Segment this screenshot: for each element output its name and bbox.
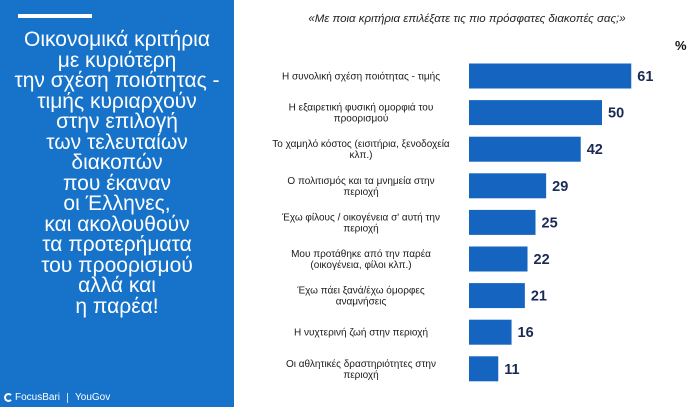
value-label-2: 50 bbox=[608, 106, 624, 122]
bar-1 bbox=[469, 63, 632, 89]
value-label-3: 42 bbox=[587, 142, 603, 158]
bar-5 bbox=[469, 209, 536, 235]
logo-divider bbox=[67, 392, 69, 403]
focusbari-logo-text: FocusBari bbox=[15, 392, 61, 403]
yougov-logo-text: YouGov bbox=[75, 392, 111, 403]
bar-7 bbox=[469, 283, 525, 309]
category-label-1: Η συνολική σχέση ποιότητας - τιμής bbox=[282, 71, 440, 83]
value-label-8: 16 bbox=[518, 325, 534, 341]
category-label-3: Το χαμηλό κόστος (εισιτήρια, ξενοδοχεία κ… bbox=[272, 138, 450, 161]
category-label-5: Έχω φίλους / οικογένεια σ' αυτή την περιο… bbox=[281, 211, 440, 234]
value-label-7: 21 bbox=[531, 289, 547, 305]
value-label-9: 11 bbox=[504, 362, 519, 378]
category-label-6: Μου προτάθηκε από την παρέα (οικογένεια, … bbox=[291, 248, 431, 271]
value-label-1: 61 bbox=[637, 69, 653, 85]
category-label-2: Η εξαιρετική φυσική ομορφιά του προορισμο… bbox=[289, 102, 434, 125]
accent-bar bbox=[18, 14, 92, 18]
value-label-5: 25 bbox=[542, 215, 558, 231]
bar-6 bbox=[469, 246, 528, 272]
category-label-4: Ο πολιτισμός και τα μνημεία στην περιοχή bbox=[287, 175, 434, 198]
chart-title: «Με ποια κριτήρια επιλέξατε τις πιο πρόσ… bbox=[308, 13, 626, 25]
bar-2 bbox=[469, 100, 602, 126]
headline-panel: Οικονομικά κριτήρια με κυριότερη την σχέ… bbox=[0, 0, 234, 407]
category-label-9: Οι αθλητικές δραστηριότητες στην περιοχή bbox=[286, 358, 436, 381]
logos: FocusBari YouGov bbox=[4, 392, 110, 403]
bar-8 bbox=[469, 319, 512, 345]
value-label-4: 29 bbox=[552, 179, 568, 195]
focusbari-logo-icon bbox=[4, 393, 13, 402]
headline-text: Οικονομικά κριτήρια με κυριότερη την σχέ… bbox=[14, 28, 220, 318]
category-label-8: Η νυχτερινή ζωή στην περιοχή bbox=[294, 327, 428, 339]
bar-3 bbox=[469, 136, 581, 162]
bar-4 bbox=[469, 173, 547, 199]
category-label-7: Έχω πάει ξανά/έχω όμορφες αναμνήσεις bbox=[296, 285, 424, 308]
unit-label: % bbox=[675, 38, 687, 53]
value-label-6: 22 bbox=[534, 252, 550, 268]
bar-9 bbox=[469, 356, 499, 382]
